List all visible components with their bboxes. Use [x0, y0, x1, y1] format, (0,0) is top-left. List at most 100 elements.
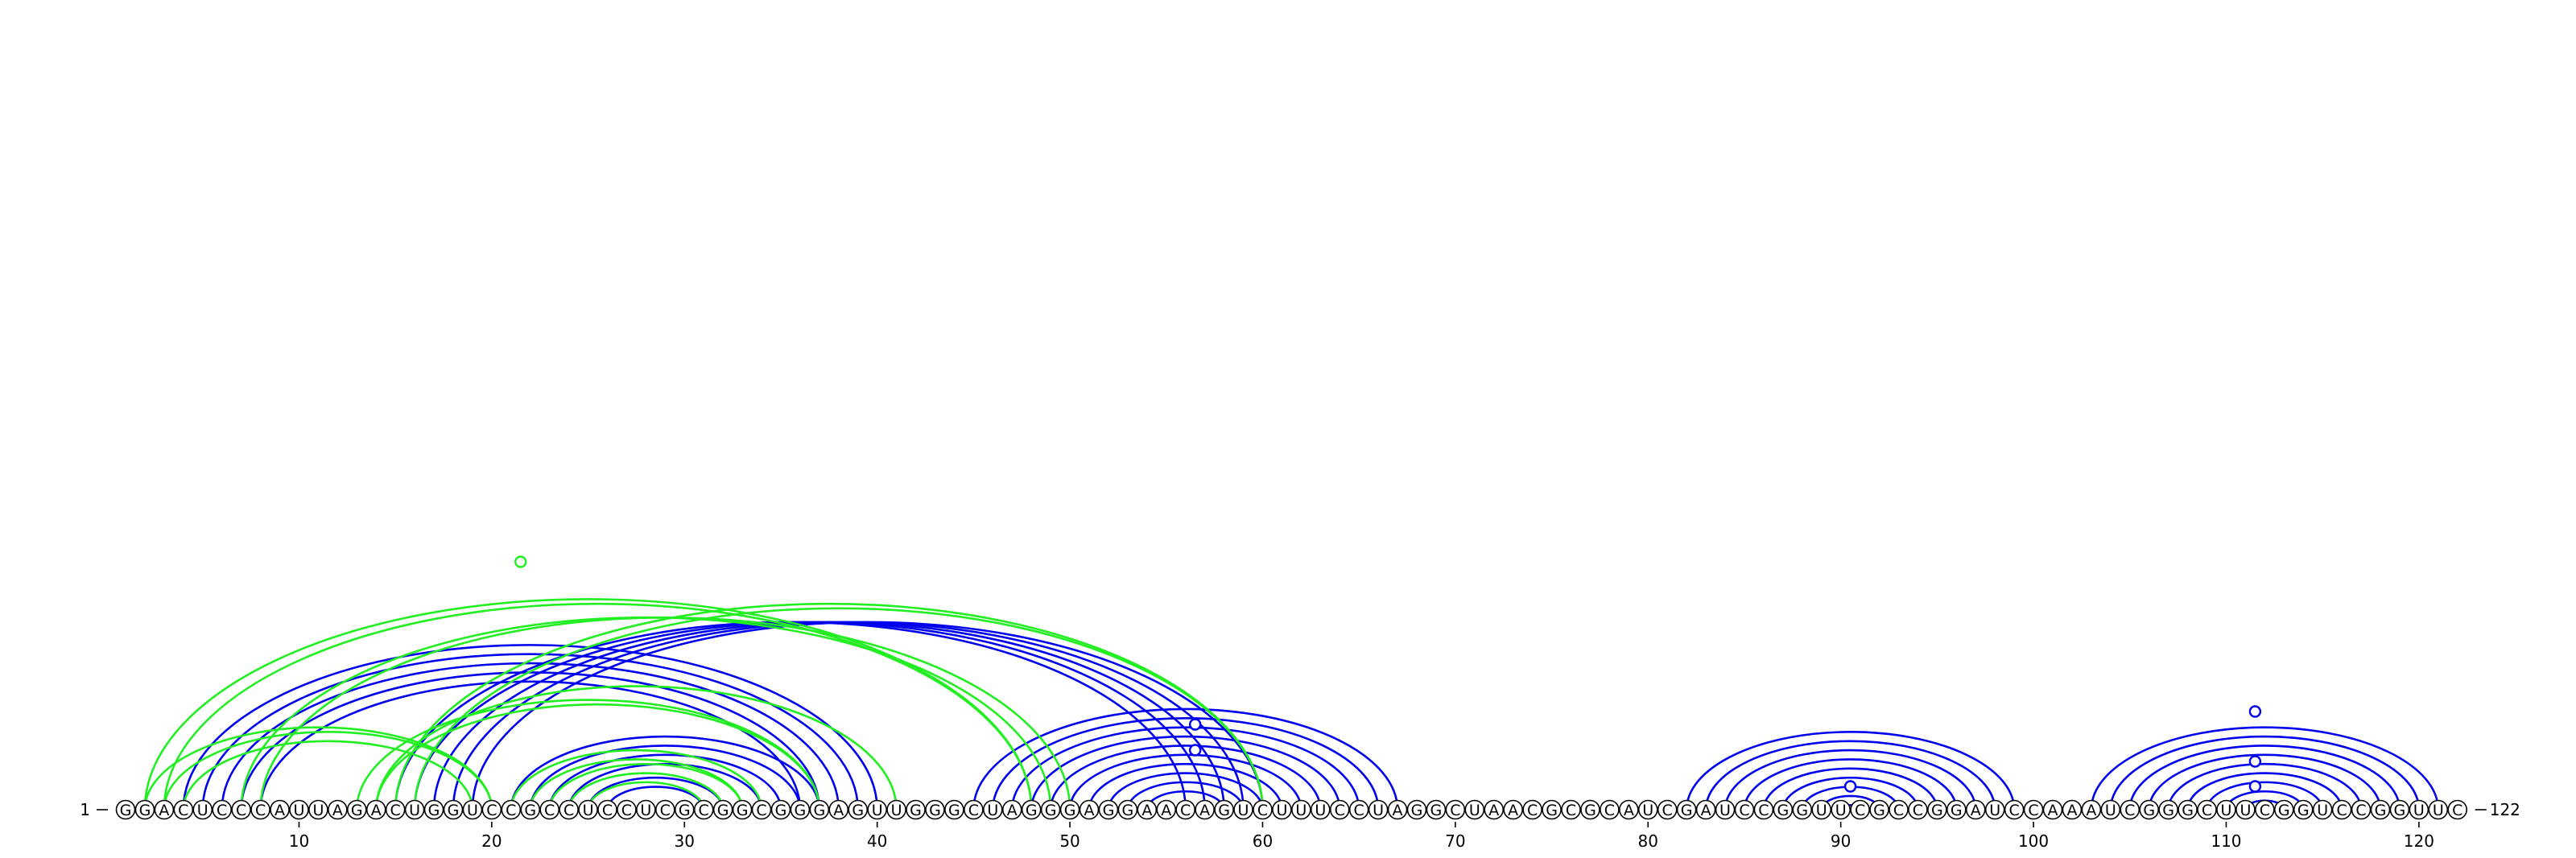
nucleotide-letter: A: [1161, 802, 1171, 819]
nucleotide-circle: [693, 799, 714, 820]
nucleotide-letter: C: [1450, 802, 1460, 819]
nucleotide-circle: [1522, 799, 1542, 820]
nucleotide: U: [192, 799, 213, 820]
nucleotide-letter: C: [2008, 802, 2019, 819]
nucleotide-letter: U: [1315, 802, 1326, 819]
blue-arc-108-116: [2186, 772, 2343, 811]
blue-arc-107-117: [2167, 762, 2363, 811]
nucleotide-circle: [462, 799, 483, 820]
nucleotide-letter: C: [2336, 802, 2347, 819]
blue-arc-46-66: [992, 717, 1380, 811]
nucleotide-letter: C: [1604, 802, 1615, 819]
nucleotide: G: [1580, 799, 1600, 820]
nucleotide-letter: U: [872, 802, 883, 819]
nucleotide-letter: A: [1971, 802, 1981, 819]
nucleotide-circle: [1310, 799, 1331, 820]
nucleotide-letter: U: [2240, 802, 2251, 819]
nucleotide-letter: G: [1026, 802, 1038, 819]
tick-label: 50: [1059, 831, 1080, 851]
nucleotide-letter: A: [275, 802, 285, 819]
blue-arc-106-118: [2148, 753, 2382, 811]
tick-label: 120: [2404, 831, 2434, 851]
nucleotide-letter: C: [1913, 802, 1923, 819]
nucleotide-circle: [964, 799, 984, 820]
nucleotide: A: [2042, 799, 2063, 820]
nucleotide: G: [1542, 799, 1562, 820]
nucleotide-circle: [1040, 799, 1061, 820]
nucleotide-letter: C: [486, 802, 497, 819]
nucleotide-circle: [539, 799, 559, 820]
tick-label: 80: [1638, 831, 1658, 851]
nucleotide-letter: A: [1393, 802, 1403, 819]
nucleotide: C: [559, 799, 579, 820]
nucleotide: G: [1426, 799, 1447, 820]
nucleotide-letter: C: [217, 802, 227, 819]
nucleotide: G: [1098, 799, 1119, 820]
blue-arc-47-65: [1010, 726, 1360, 811]
nucleotide-circle: [1561, 799, 1581, 820]
nucleotide-circle: [423, 799, 444, 820]
nucleotide-circle: [1619, 799, 1639, 820]
nucleotide-letter: U: [2220, 802, 2231, 819]
nucleotide: U: [404, 799, 425, 820]
nucleotide: G: [2293, 799, 2314, 820]
nucleotide-letter: U: [1373, 802, 1384, 819]
nucleotide-circle: [1348, 799, 1369, 820]
nucleotide-letter: G: [929, 802, 941, 819]
nucleotide-circle: [2293, 799, 2314, 820]
nucleotide: U: [1291, 799, 1311, 820]
position-axis: 10 20 30 40 50 60 70 80 90 100 110 120: [289, 822, 2434, 851]
nucleotide-letter: C: [236, 802, 246, 819]
nucleotide-circle: [2235, 799, 2256, 820]
nucleotide: C: [1175, 799, 1195, 820]
blue-arc-4-40: [182, 644, 878, 811]
nucleotide: C: [250, 799, 270, 820]
nucleotide-circle: [134, 799, 155, 820]
nucleotide: U: [983, 799, 1003, 820]
nucleotide-letter: G: [1931, 802, 1943, 819]
nucleotide-circle: [983, 799, 1003, 820]
nucleotide-letter: U: [2105, 802, 2116, 819]
blue-arc-48-64: [1030, 735, 1341, 811]
nucleotide-circle: [365, 799, 386, 820]
base-pair-arcs: [143, 598, 2440, 811]
nucleotide: U: [1831, 799, 1851, 820]
nucleotide: C: [2120, 799, 2140, 820]
nucleotide-circle: [1426, 799, 1447, 820]
nucleotide-circle: [1098, 799, 1119, 820]
nucleotide-letter: U: [467, 802, 478, 819]
nucleotide-circle: [1117, 799, 1138, 820]
nucleotide-circle: [1869, 799, 1889, 820]
nucleotide: G: [520, 799, 541, 820]
nucleotide-circle: [2062, 799, 2083, 820]
nucleotide-circle: [1079, 799, 1100, 820]
nucleotide-letter: G: [1064, 802, 1076, 819]
nucleotide: C: [693, 799, 714, 820]
blue-arc-82-99: [1685, 731, 2016, 811]
nucleotide: C: [1734, 799, 1755, 820]
blue-marker: [1843, 780, 1857, 793]
nucleotide-letter: A: [1007, 802, 1018, 819]
nucleotide-letter: U: [409, 802, 420, 819]
nucleotide: A: [1387, 799, 1408, 820]
nucleotide-letter: G: [1430, 802, 1443, 819]
nucleotide-circle: [1156, 799, 1177, 820]
blue-arc-85-96: [1743, 758, 1958, 811]
nucleotide-letter: A: [159, 802, 169, 819]
nucleotide-circle: [385, 799, 406, 820]
nucleotide-circle: [2100, 799, 2121, 820]
nucleotide-letter: C: [1354, 802, 1364, 819]
nucleotide-circle: [2409, 799, 2429, 820]
tick-label: 20: [481, 831, 502, 851]
nucleotide: C: [751, 799, 772, 820]
green-arc-25-31: [587, 781, 705, 811]
nucleotide-letter: C: [699, 802, 709, 819]
nucleotide-letter: G: [1122, 802, 1134, 819]
nucleotide-letter: A: [1141, 802, 1152, 819]
nucleotide-letter: G: [1103, 802, 1115, 819]
nucleotide-letter: C: [1662, 802, 1673, 819]
nucleotide: C: [2004, 799, 2025, 820]
nucleotide-circle: [674, 799, 695, 820]
nucleotide: U: [2312, 799, 2333, 820]
nucleotide-circle: [1734, 799, 1755, 820]
